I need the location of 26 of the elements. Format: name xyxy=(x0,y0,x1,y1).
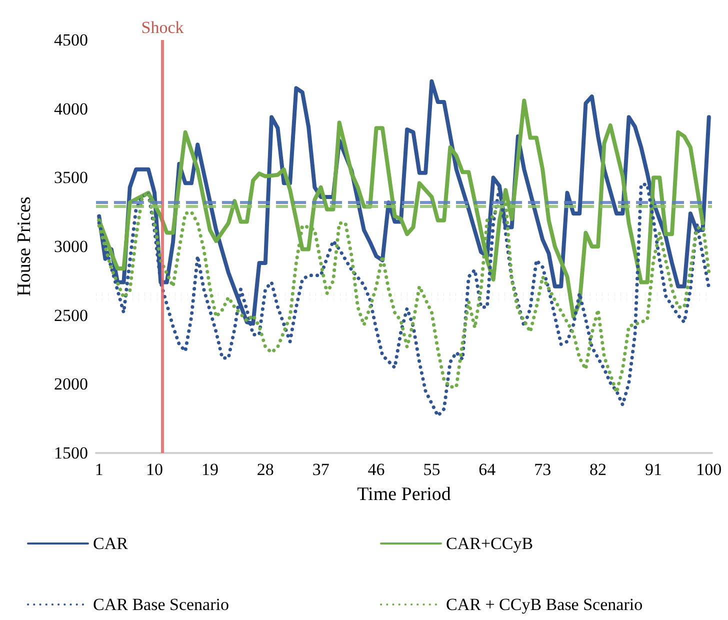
y-tick-label: 3000 xyxy=(54,237,88,256)
x-tick-label: 37 xyxy=(312,460,330,479)
y-tick-label: 4500 xyxy=(54,30,88,50)
x-axis-title: Time Period xyxy=(357,484,452,505)
y-tick-label: 3500 xyxy=(54,168,88,188)
y-tick-label: 1500 xyxy=(54,444,88,462)
x-tick-label: 10 xyxy=(146,460,164,479)
y-tick-label: 2500 xyxy=(54,306,88,325)
x-tick-label: 28 xyxy=(256,460,274,479)
ref-line-label: Shock xyxy=(141,18,184,37)
legend-label: CAR xyxy=(93,534,129,553)
y-tick-label: 4000 xyxy=(54,99,88,118)
legend-label: CAR + CCyB Base Scenario xyxy=(446,595,643,614)
y-axis-title: House Prices xyxy=(14,196,35,296)
x-tick-label: 55 xyxy=(423,460,440,479)
y-tick-label: 2000 xyxy=(54,374,88,394)
x-tick-label: 91 xyxy=(644,460,662,479)
x-tick-label: 73 xyxy=(534,460,552,479)
x-tick-label: 1 xyxy=(94,460,104,479)
x-tick-label: 19 xyxy=(201,460,218,479)
legend-label: CAR Base Scenario xyxy=(93,595,229,614)
x-tick-label: 100 xyxy=(696,460,722,479)
x-tick-label: 82 xyxy=(590,460,607,479)
x-tick-label: 64 xyxy=(478,460,496,479)
x-tick-label: 46 xyxy=(368,460,385,479)
legend-label: CAR+CCyB xyxy=(446,534,534,553)
